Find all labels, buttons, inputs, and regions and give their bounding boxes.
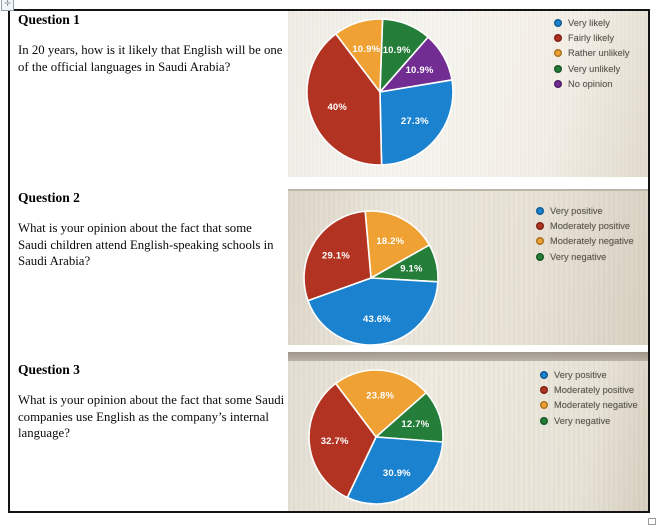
legend-label: Very positive [554, 369, 607, 380]
legend-item: Moderately negative [540, 398, 638, 413]
pie-slice-fairly-likely [306, 33, 383, 166]
pie-svg: 18.2% 9.1% 43.6% 29.1% [303, 210, 439, 345]
legend-dot-icon [554, 34, 562, 43]
legend-label: Very negative [554, 415, 611, 426]
legend-dot-icon [540, 386, 548, 395]
pie-slice-label: 18.2% [376, 236, 404, 247]
legend-item: Fairly likely [554, 30, 630, 45]
pie-slice-moderately-negative [364, 210, 431, 279]
question-2-title: Question 2 [18, 190, 80, 205]
legend-label: Very negative [550, 251, 607, 262]
legend-item: Very positive [540, 367, 638, 382]
legend-label: Very positive [550, 205, 603, 216]
pie-slice-label: 23.8% [366, 391, 394, 402]
legend-item: Moderately positive [540, 382, 638, 397]
pie-slice-label: 10.9% [352, 44, 380, 55]
chart-3-image: 23.8% 12.7% 30.9% 32.7% Very positive Modera… [288, 352, 648, 511]
pie-slice-label: 10.9% [383, 45, 411, 56]
table-resize-handle[interactable] [648, 518, 656, 525]
chart-3-legend: Very positive Moderately positive Moderate… [540, 367, 638, 429]
pie-slice-label: 32.7% [321, 436, 349, 447]
question-3-title: Question 3 [18, 362, 80, 377]
legend-label: Very likely [568, 17, 610, 28]
question-1-title: Question 1 [18, 12, 80, 27]
pie-chart-2: 18.2% 9.1% 43.6% 29.1% [302, 209, 440, 345]
legend-label: Very unlikely [568, 63, 621, 74]
legend-dot-icon [554, 49, 562, 58]
pie-slice-label: 27.3% [401, 116, 429, 127]
legend-label: Moderately positive [550, 221, 631, 232]
pie-slice-label: 29.1% [322, 251, 350, 262]
pie-slice-moderately-positive [303, 210, 372, 302]
legend-label: Rather unlikely [568, 48, 630, 59]
pie-slice-label: 10.9% [406, 65, 434, 76]
legend-dot-icon [540, 401, 548, 410]
legend-item: Very negative [536, 249, 634, 264]
legend-item: Moderately negative [536, 234, 634, 249]
pie-slice-rather-unlikely [335, 18, 384, 93]
chart-1-legend: Very likely Fairly likely Rather unlikely V… [554, 15, 630, 92]
pie-slice-label: 30.9% [383, 468, 411, 479]
legend-label: Moderately positive [554, 385, 635, 396]
legend-dot-icon [536, 206, 544, 215]
pie-slice-moderately-positive [308, 382, 377, 499]
legend-label: No opinion [568, 79, 613, 90]
legend-item: Very positive [536, 203, 634, 218]
chart-2-image: 18.2% 9.1% 43.6% 29.1% Very positive Moderat… [288, 189, 648, 345]
pie-slice-moderately-negative [334, 369, 428, 438]
legend-dot-icon [554, 64, 562, 73]
legend-dot-icon [540, 370, 548, 379]
table-move-handle-icon[interactable]: ✛ [1, 0, 14, 11]
legend-label: Moderately negative [554, 400, 638, 411]
legend-dot-icon [554, 18, 562, 27]
legend-label: Fairly likely [568, 33, 614, 44]
pie-slice-label: 40% [327, 102, 347, 113]
legend-dot-icon [536, 222, 544, 231]
legend-label: Moderately negative [550, 236, 634, 247]
pie-slice-label: 12.7% [401, 419, 429, 430]
legend-item: Very negative [540, 413, 638, 428]
legend-dot-icon [540, 416, 548, 425]
legend-dot-icon [536, 237, 544, 246]
legend-item: No opinion [554, 77, 630, 92]
pie-slice-label: 43.6% [363, 314, 391, 325]
question-1-text: In 20 years, how is it likely that Engli… [18, 43, 283, 74]
pie-slice-very-positive [346, 436, 444, 505]
question-3-text: What is your opinion about the fact that… [18, 393, 285, 440]
question-2-text: What is your opinion about the fact that… [18, 221, 274, 268]
pie-svg: 10.9%10.9%27.3%40%10.9% [306, 18, 454, 166]
pie-slice-label: 9.1% [400, 264, 423, 275]
legend-item: Very unlikely [554, 61, 630, 76]
chart-1-image: 10.9% 10.9% 27.3% 40% 10.9% Very likely Fairl… [288, 11, 648, 177]
legend-dot-icon [554, 80, 562, 89]
pie-chart-3: 23.8% 12.7% 30.9% 32.7% [307, 368, 445, 511]
legend-dot-icon [536, 252, 544, 261]
pie-slice-very-positive [307, 277, 439, 345]
legend-item: Rather unlikely [554, 46, 630, 61]
legend-item: Moderately positive [536, 218, 634, 233]
pie-chart-1: 10.9% 10.9% 27.3% 40% 10.9% [305, 17, 455, 172]
pie-slice-very-likely [379, 79, 454, 166]
pie-svg: 23.8% 12.7% 30.9% 32.7% [308, 369, 444, 505]
legend-item: Very likely [554, 15, 630, 30]
chart-2-legend: Very positive Moderately positive Moderate… [536, 203, 634, 265]
